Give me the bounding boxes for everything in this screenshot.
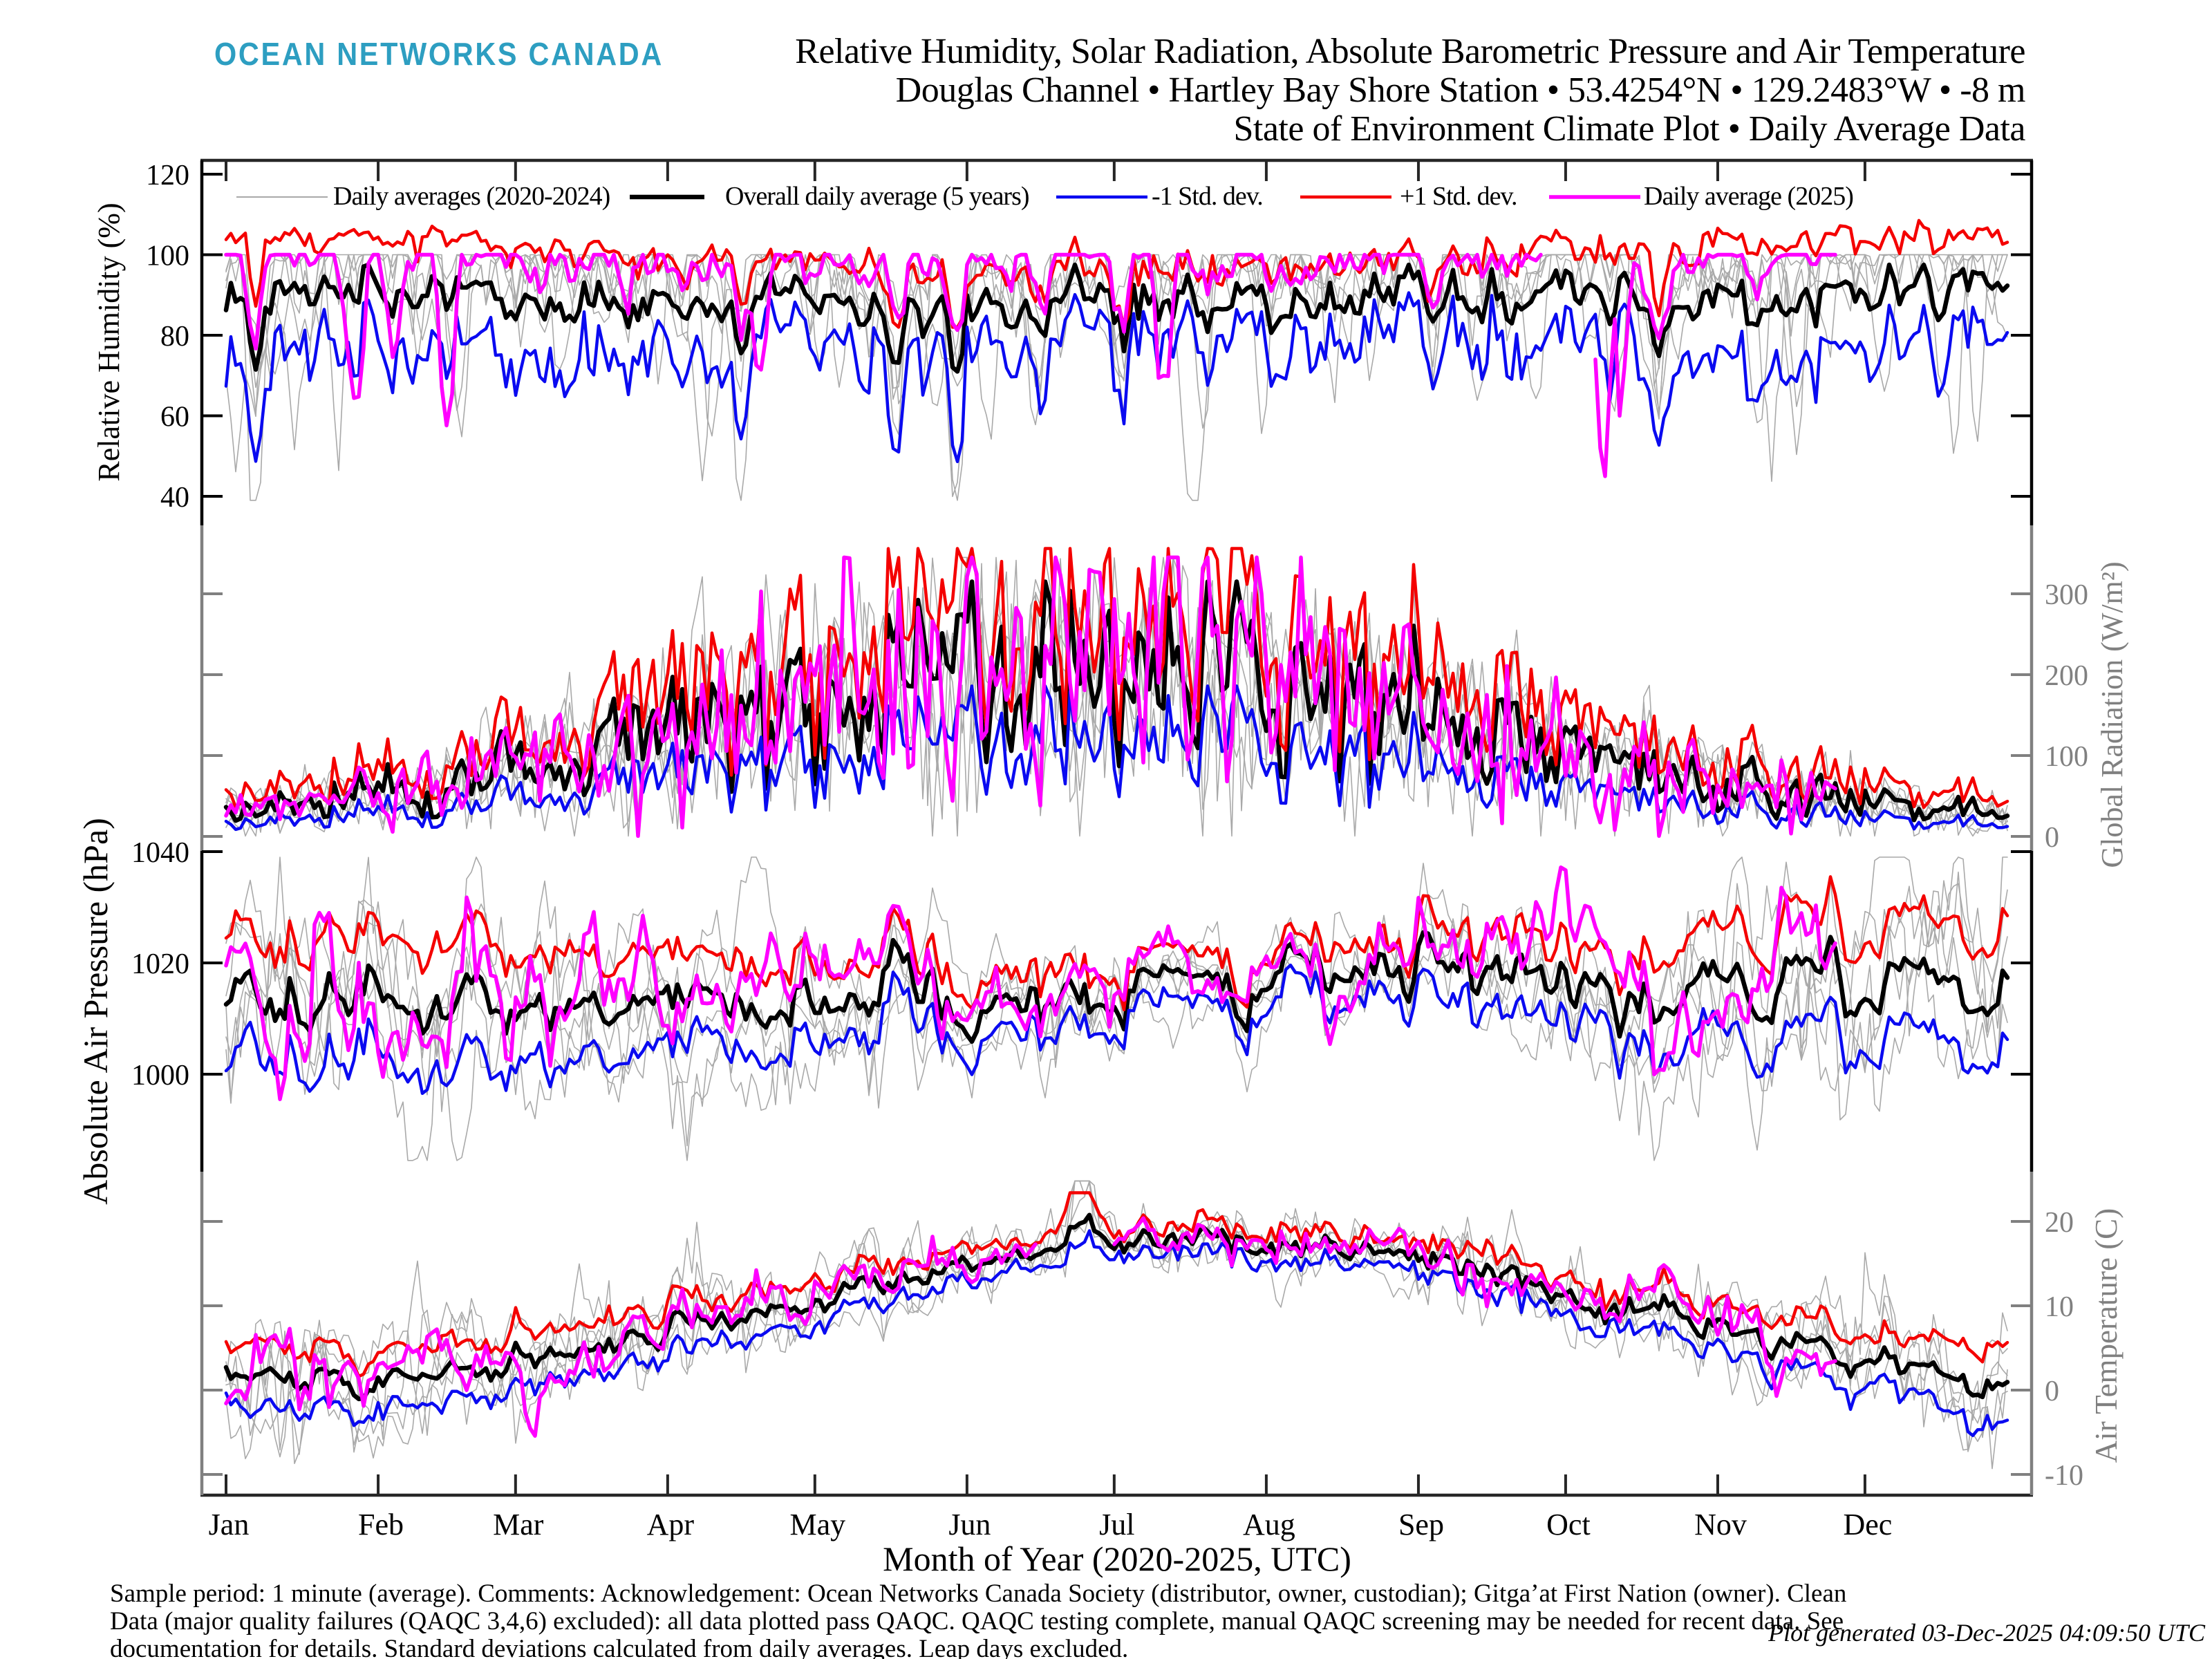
svg-text:Global Radiation (W/m²): Global Radiation (W/m²) xyxy=(2095,561,2129,868)
svg-text:200: 200 xyxy=(2045,660,2088,692)
svg-text:May: May xyxy=(790,1508,846,1541)
svg-text:Sep: Sep xyxy=(1398,1508,1444,1541)
svg-text:100: 100 xyxy=(2045,741,2088,773)
svg-text:Feb: Feb xyxy=(358,1508,404,1541)
svg-text:Relative Humidity, Solar Radia: Relative Humidity, Solar Radiation, Abso… xyxy=(795,32,2025,71)
svg-text:Sample period: 1 minute (avera: Sample period: 1 minute (average). Comme… xyxy=(110,1580,1846,1608)
svg-text:Air Temperature (C): Air Temperature (C) xyxy=(2089,1208,2124,1463)
svg-text:0: 0 xyxy=(2045,822,2059,854)
svg-text:1020: 1020 xyxy=(131,948,189,980)
svg-text:120: 120 xyxy=(146,160,189,191)
svg-text:Overall daily average (5 years: Overall daily average (5 years) xyxy=(725,182,1029,211)
svg-text:Oct: Oct xyxy=(1546,1508,1591,1541)
svg-text:Plot generated 03-Dec-2025 04:: Plot generated 03-Dec-2025 04:09:50 UTC xyxy=(1768,1619,2206,1647)
svg-text:State of Environment Climate P: State of Environment Climate Plot • Dail… xyxy=(1233,109,2025,149)
svg-text:Daily average (2025): Daily average (2025) xyxy=(1644,182,1853,211)
svg-text:Nov: Nov xyxy=(1694,1508,1747,1541)
svg-text:documentation for details. St: documentation for details. Standard devi… xyxy=(110,1635,1128,1659)
svg-text:0: 0 xyxy=(2045,1376,2059,1407)
svg-text:Relative Humidity (%): Relative Humidity (%) xyxy=(92,203,126,481)
svg-text:+1 Std. dev.: +1 Std. dev. xyxy=(1400,182,1517,211)
svg-text:OCEAN NETWORKS CANADA: OCEAN NETWORKS CANADA xyxy=(214,37,664,73)
svg-text:-10: -10 xyxy=(2045,1460,2083,1492)
svg-text:Dec: Dec xyxy=(1844,1508,1893,1541)
svg-text:Absolute Air Pressure (hPa): Absolute Air Pressure (hPa) xyxy=(76,818,115,1205)
svg-text:Aug: Aug xyxy=(1243,1508,1295,1541)
svg-text:Jun: Jun xyxy=(948,1508,991,1541)
svg-text:Jul: Jul xyxy=(1099,1508,1134,1541)
svg-text:Jan: Jan xyxy=(209,1508,250,1541)
svg-text:-1 Std. dev.: -1 Std. dev. xyxy=(1152,182,1263,211)
svg-text:1040: 1040 xyxy=(131,837,189,869)
svg-text:Apr: Apr xyxy=(647,1508,695,1541)
svg-text:20: 20 xyxy=(2045,1207,2074,1239)
svg-text:Data (major quality failures (: Data (major quality failures (QAQC 3,4,6… xyxy=(110,1607,1844,1635)
svg-text:Month of Year (2020-2025, UTC): Month of Year (2020-2025, UTC) xyxy=(883,1539,1351,1578)
svg-text:Daily averages (2020-2024): Daily averages (2020-2024) xyxy=(333,182,610,211)
svg-text:40: 40 xyxy=(160,482,189,514)
svg-text:80: 80 xyxy=(160,321,189,353)
svg-text:300: 300 xyxy=(2045,579,2088,611)
svg-text:Douglas Channel • Hartley Bay: Douglas Channel • Hartley Bay Shore Stat… xyxy=(896,71,2025,110)
svg-text:100: 100 xyxy=(146,241,189,272)
svg-text:60: 60 xyxy=(160,402,189,433)
svg-text:Mar: Mar xyxy=(493,1508,544,1541)
svg-text:10: 10 xyxy=(2045,1291,2074,1323)
svg-text:1000: 1000 xyxy=(131,1060,189,1091)
